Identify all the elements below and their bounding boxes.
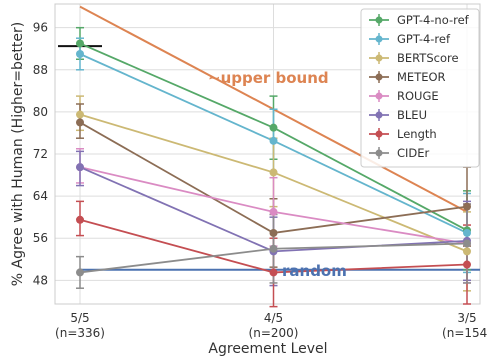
y-tick-label-88: 88 [33,63,48,77]
data-point-6-1 [269,268,278,277]
legend-label-5: BLEU [397,108,427,122]
legend-swatch-point-1 [375,35,383,43]
x-tick-label-line-0-0: 5/5 [70,311,89,325]
y-tick-label-56: 56 [33,231,48,245]
x-tick-label-0: 5/5 (n=336) [55,311,105,340]
data-points [76,39,471,277]
legend-swatch-point-6 [375,130,383,138]
axis-titles: Agreement Level % Agree with Human (Highe… [10,22,328,357]
data-point-1-0 [76,50,84,58]
legend-swatch-point-3 [375,73,383,81]
legend-label-3: METEOR [397,70,446,84]
data-point-0-0 [76,39,84,48]
y-axis-title: % Agree with Human (Higher=better) [10,22,26,286]
legend: GPT-4-no-ref GPT-4-ref BERTScore METEOR ROUG… [360,8,480,168]
data-point-3-2 [463,202,471,211]
upper-bound-label: ~upper bound [208,69,329,87]
y-tick-label-80: 80 [33,105,48,119]
data-point-6-2 [463,260,471,269]
legend-swatch-point-4 [375,92,383,100]
data-point-3-1 [269,228,278,237]
data-point-7-1 [269,244,278,253]
x-tick-label-line-2-0: 3/5 [457,311,476,325]
data-point-0-1 [269,123,278,132]
plot-frame [54,3,481,305]
x-tick-label-line-0-1: (n=336) [55,326,105,340]
legend-swatch-point-2 [375,54,383,62]
data-point-7-0 [76,268,84,277]
data-point-1-1 [269,136,278,145]
y-tick-label-72: 72 [33,147,48,161]
legend-label-0: GPT-4-no-ref [397,13,470,27]
y-tick-label-64: 64 [33,189,48,203]
y-tick-label-48: 48 [33,273,48,287]
legend-swatch-point-5 [375,111,383,119]
x-tick-label-1: 4/5 (n=200) [249,311,299,340]
legend-swatch-point-0 [375,16,383,24]
x-tick-label-line-1-1: (n=200) [249,326,299,340]
data-point-7-2 [463,239,471,248]
data-point-6-0 [76,215,84,224]
x-axis-title: Agreement Level [208,341,327,357]
x-tick-label-2: 3/5 (n=154) [442,311,487,340]
x-tick-label-line-2-1: (n=154) [442,326,487,340]
y-tick-label-96: 96 [33,21,48,35]
legend-label-7: CIDEr [397,146,430,160]
data-point-4-1 [269,207,278,216]
data-point-3-0 [76,118,84,127]
legend-label-6: Length [397,127,437,141]
legend-swatch-point-7 [375,149,383,157]
data-point-2-2 [463,247,471,256]
legend-label-4: ROUGE [397,89,439,103]
data-point-5-0 [76,163,84,172]
data-point-2-0 [76,110,84,119]
legend-box [360,8,480,168]
legend-label-1: GPT-4-ref [397,32,451,46]
annotations: ~upper bound random [208,69,347,280]
x-tick-label-line-1-0: 4/5 [264,311,283,325]
legend-label-2: BERTScore [397,51,459,65]
data-point-1-2 [463,228,471,237]
data-point-2-1 [269,168,278,177]
random-label: random [282,262,347,280]
